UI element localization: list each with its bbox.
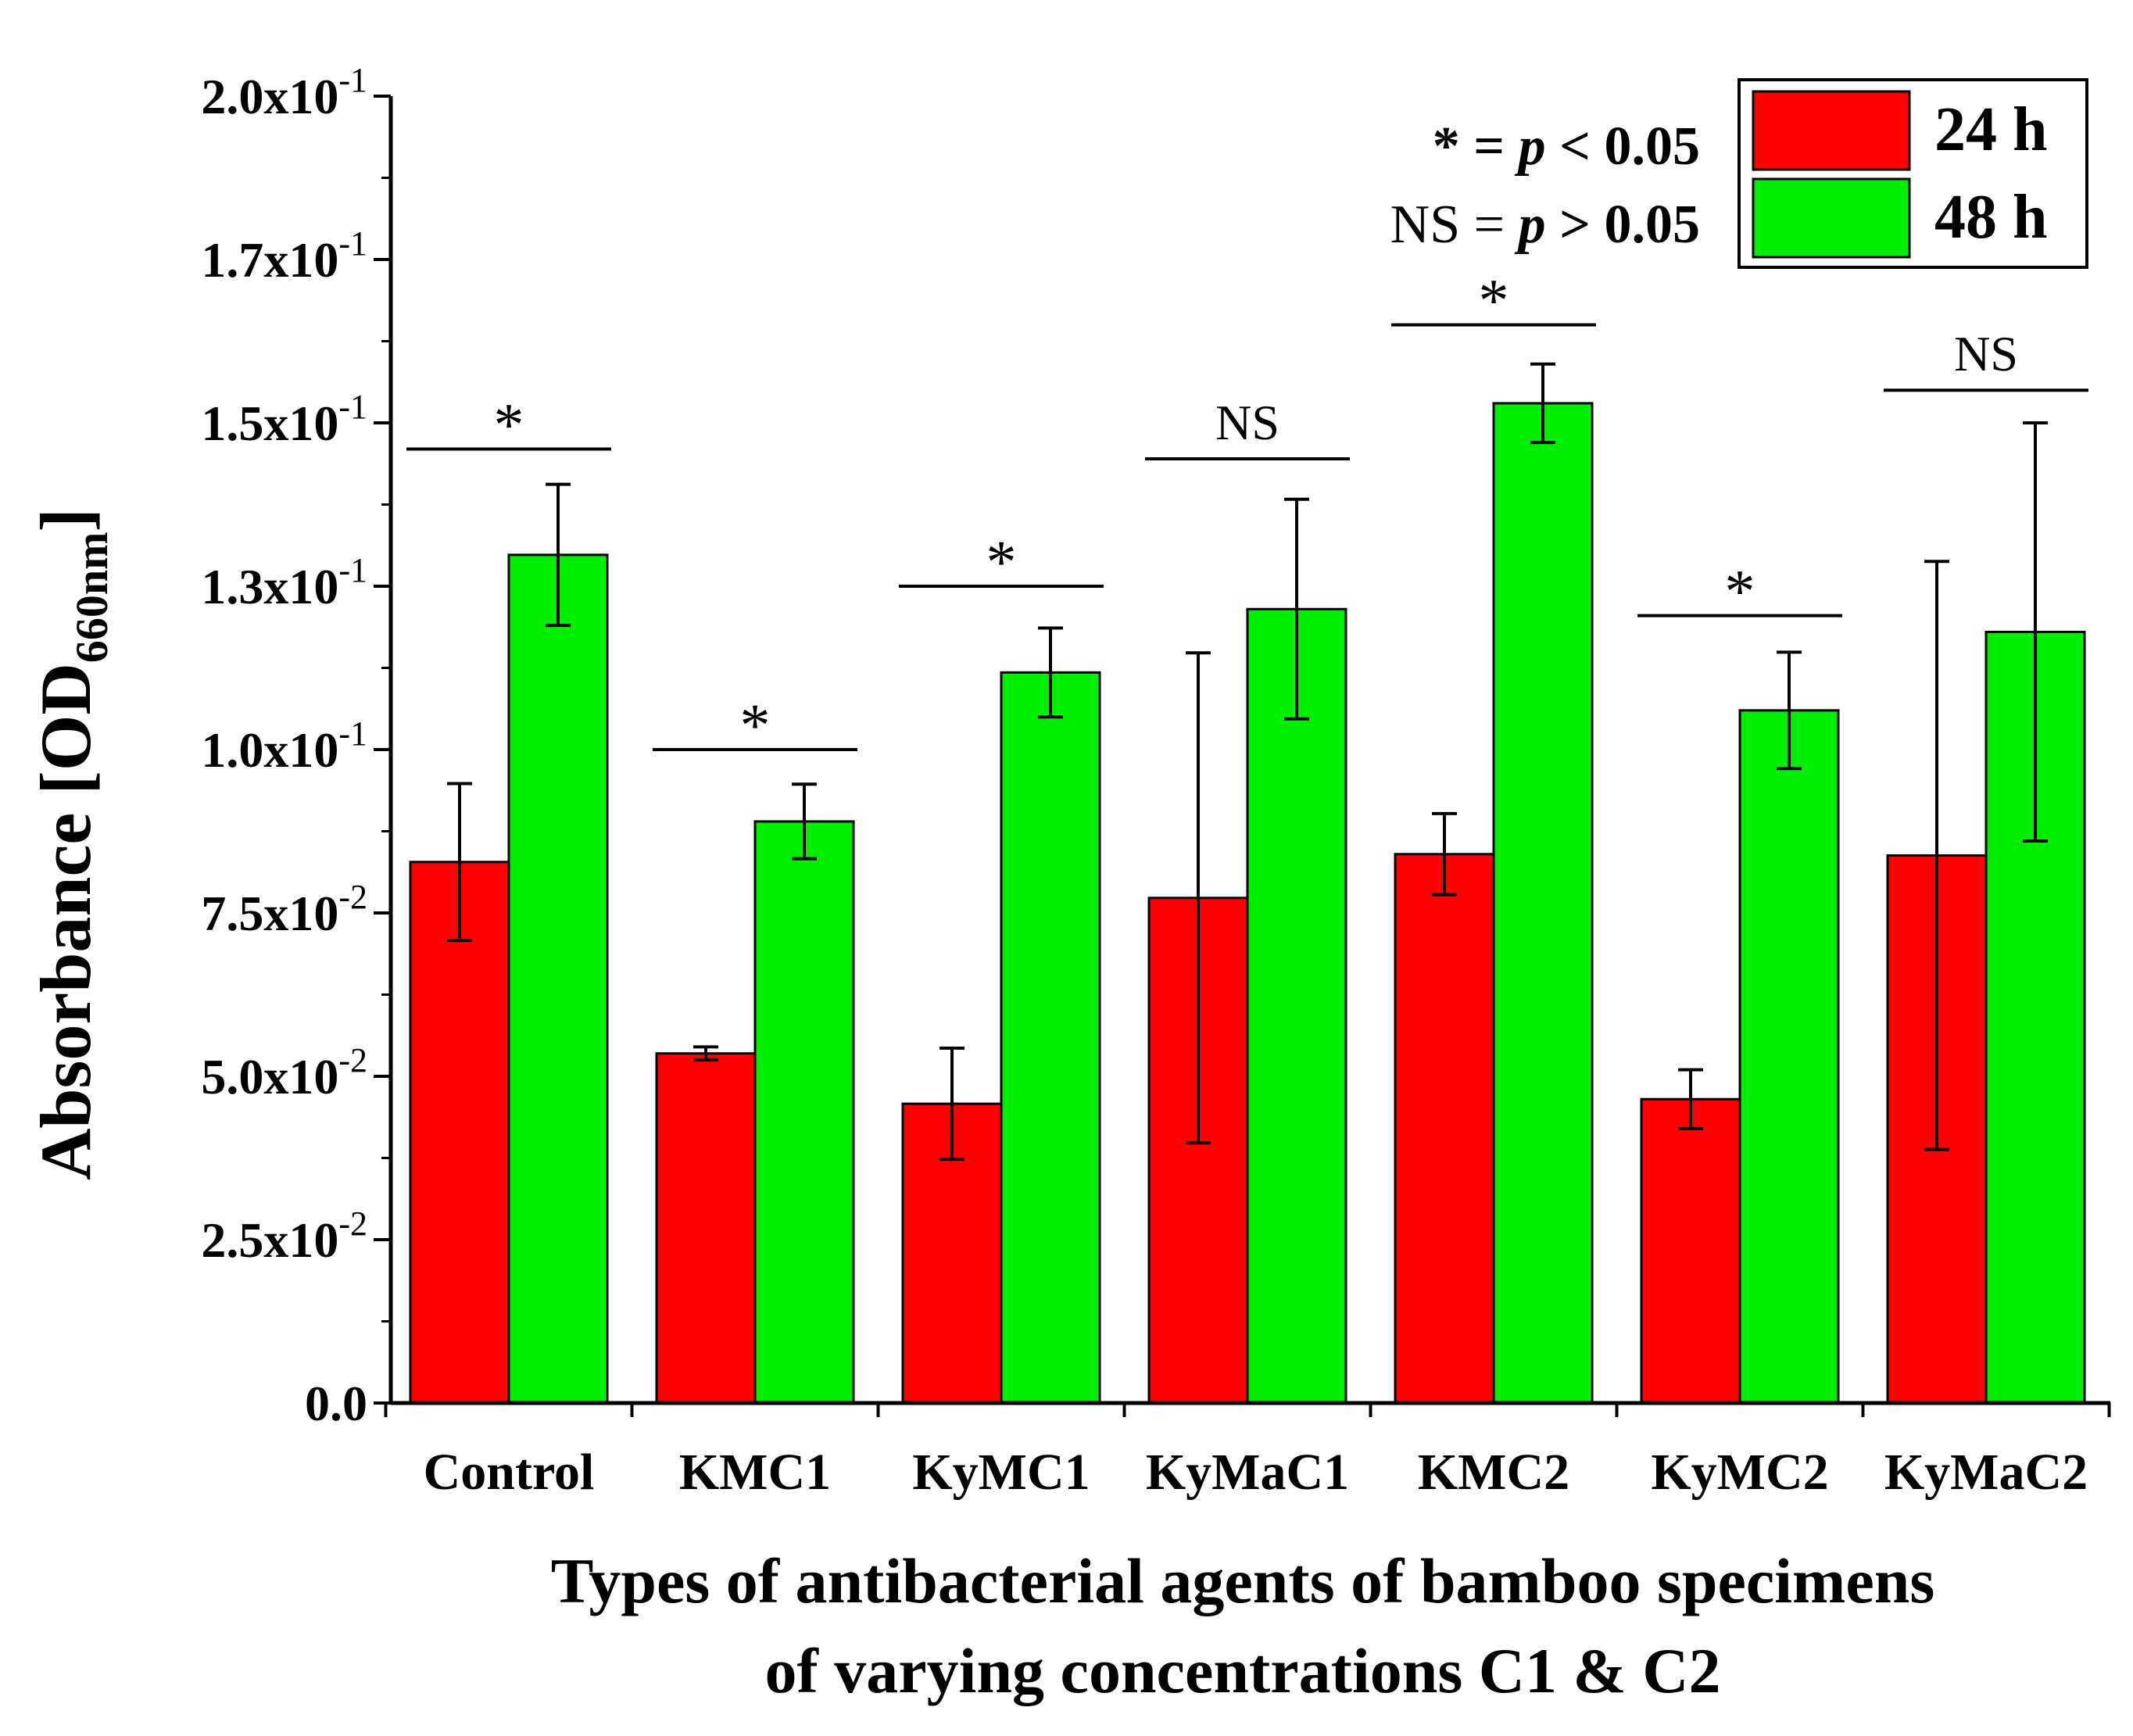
significance-key-row: NS = p > 0.05: [1390, 195, 1700, 255]
significance-label-KMC1: *: [740, 691, 771, 759]
significance-label-KyMC1: *: [986, 528, 1017, 596]
bar-48h-KMC2: [1492, 402, 1594, 1405]
x-tick-label-Control: Control: [424, 1444, 595, 1501]
error-bar-48h-KyMaC2: [2023, 421, 2048, 843]
error-bar-48h-KMC1: [792, 782, 817, 861]
significance-label-KyMC2: *: [1725, 557, 1755, 625]
x-axis-title-line-1: Types of antibacterial agents of bamboo …: [551, 1545, 1935, 1616]
bar-48h-KyMC1: [1000, 671, 1101, 1405]
error-bar-24h-KyMaC2: [1924, 560, 1949, 1151]
y-tick-label: 1.0x10-1: [201, 714, 367, 778]
error-bar-48h-Control: [546, 482, 571, 628]
y-tick-label: 2.0x10-1: [201, 61, 367, 124]
error-bar-48h-KyMaC1: [1284, 497, 1309, 721]
error-bar-24h-Control: [447, 782, 472, 943]
error-bar-24h-KMC1: [693, 1045, 718, 1062]
y-tick-label: 2.5x10-2: [201, 1204, 367, 1268]
bar-24h-KyMC2: [1640, 1097, 1741, 1405]
x-axis-title-line-2: of varying concentrations C1 & C2: [764, 1635, 1720, 1706]
x-tick-label-KyMaC1: KyMaC1: [1146, 1444, 1349, 1501]
y-axis-title-close: ]: [26, 508, 106, 532]
y-axis-title: Absorbance [OD660nm]: [26, 508, 117, 1180]
significance-label-KMC2: *: [1479, 267, 1509, 335]
legend-swatch-24h: [1752, 90, 1911, 171]
error-bar-24h-KyMC1: [939, 1047, 965, 1162]
significance-key: * = p < 0.05 NS = p > 0.05: [1390, 116, 1700, 255]
plot-area: * * * NS * * NS: [406, 267, 2088, 1405]
bar-48h-KMC1: [753, 820, 855, 1405]
significance-key-row: * = p < 0.05: [1433, 116, 1700, 177]
x-tick-label-KMC1: KMC1: [679, 1444, 831, 1501]
significance-label-Control: *: [494, 390, 524, 458]
error-bar-24h-KyMC2: [1678, 1068, 1703, 1130]
y-axis-title-subscript: 660nm: [66, 532, 117, 664]
x-tick-label-KyMC2: KyMC2: [1651, 1444, 1828, 1501]
bar-24h-KMC1: [655, 1052, 757, 1405]
axes: Control KMC1 KyMC1 KyMaC1 KMC2 KyMC2 KyMaC2 2.0…: [201, 61, 2111, 1501]
bar-48h-KyMC2: [1738, 709, 1840, 1405]
y-tick-label: 1.5x10-1: [201, 388, 367, 451]
legend-label-48h: 48 h: [1934, 183, 2048, 252]
y-tick-label: 1.3x10-1: [201, 551, 367, 614]
bar-24h-KMC2: [1394, 853, 1495, 1405]
bar-24h-Control: [409, 861, 510, 1405]
bar-48h-Control: [507, 553, 609, 1405]
error-bar-24h-KyMaC1: [1186, 651, 1211, 1145]
error-bar-48h-KMC2: [1530, 362, 1555, 445]
x-tick-label-KyMC1: KyMC1: [912, 1444, 1090, 1501]
axis-labels: Absorbance [OD660nm] Types of antibacter…: [26, 508, 1934, 1706]
legend-label-24h: 24 h: [1934, 95, 2048, 164]
significance-label-KyMaC2: NS: [1954, 326, 2018, 381]
y-axis-title-main: Absorbance [OD: [26, 663, 106, 1180]
bar-48h-KyMaC1: [1246, 607, 1347, 1405]
error-bar-48h-KyMC1: [1038, 626, 1063, 719]
y-tick-label: 0.0: [305, 1376, 367, 1431]
error-bar-24h-KMC2: [1432, 811, 1457, 897]
y-tick-label: 5.0x10-2: [201, 1041, 367, 1104]
legend-swatch-48h: [1752, 177, 1911, 259]
legend: 24 h 48 h: [1738, 78, 2088, 269]
y-tick-label: 7.5x10-2: [201, 878, 367, 941]
y-tick-label: 1.7x10-1: [201, 224, 367, 288]
significance-label-KyMaC1: NS: [1215, 395, 1279, 450]
x-tick-label-KMC2: KMC2: [1418, 1444, 1569, 1501]
x-tick-label-KyMaC2: KyMaC2: [1884, 1444, 2088, 1501]
error-bar-48h-KyMC2: [1777, 650, 1802, 771]
